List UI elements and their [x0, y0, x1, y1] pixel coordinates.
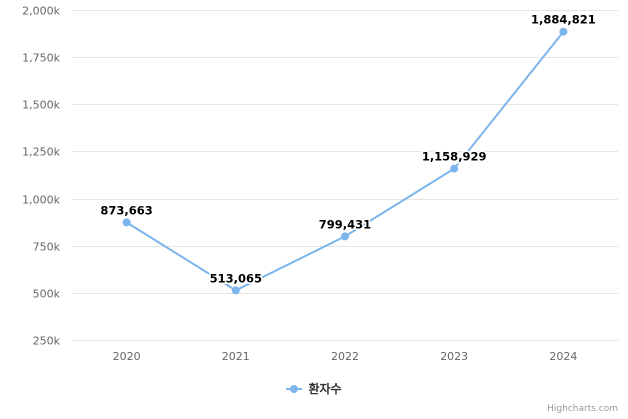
y-axis-labels: 250k 500k 750k 1,000k 1,250k 1,500k 1,750k 2,00… — [22, 5, 60, 348]
data-point-marker[interactable] — [122, 218, 131, 227]
series-path — [126, 31, 565, 292]
legend-label: 환자수 — [308, 382, 342, 396]
x-tick-label: 2022 — [331, 350, 359, 363]
legend-line-marker-icon — [286, 384, 303, 394]
x-tick-label: 2024 — [549, 350, 577, 363]
y-tick-label: 1,250k — [22, 146, 60, 159]
legend: 환자수 — [0, 380, 628, 397]
y-tick-label: 1,000k — [22, 194, 60, 207]
gridlines — [72, 10, 618, 341]
data-labels: 873,663 513,065 799,431 1,158,929 1,884,821 — [99, 11, 597, 287]
series-line[interactable] — [122, 27, 568, 295]
data-point-marker[interactable] — [559, 27, 568, 36]
y-tick-label: 1,500k — [22, 99, 60, 112]
data-label: 799,431 — [319, 217, 371, 231]
data-point-marker[interactable] — [231, 286, 240, 295]
y-tick-label: 1,750k — [22, 52, 60, 65]
y-tick-label: 2,000k — [22, 5, 60, 18]
data-label: 1,884,821 — [531, 13, 596, 27]
x-tick-label: 2021 — [222, 350, 250, 363]
y-tick-label: 750k — [33, 241, 61, 254]
x-axis-labels: 2020 2021 2022 2023 2024 — [113, 350, 578, 363]
y-tick-label: 500k — [33, 288, 61, 301]
data-label: 1,158,929 — [422, 150, 487, 164]
data-label: 513,065 — [210, 271, 262, 285]
credits-link[interactable]: Highcharts.com — [547, 404, 618, 414]
x-tick-label: 2020 — [113, 350, 141, 363]
data-point-marker[interactable] — [450, 164, 459, 173]
x-tick-label: 2023 — [440, 350, 468, 363]
data-point-marker[interactable] — [341, 232, 349, 241]
legend-item-patients[interactable]: 환자수 — [286, 380, 342, 397]
data-label: 873,663 — [100, 203, 152, 217]
y-tick-label: 250k — [33, 335, 61, 348]
